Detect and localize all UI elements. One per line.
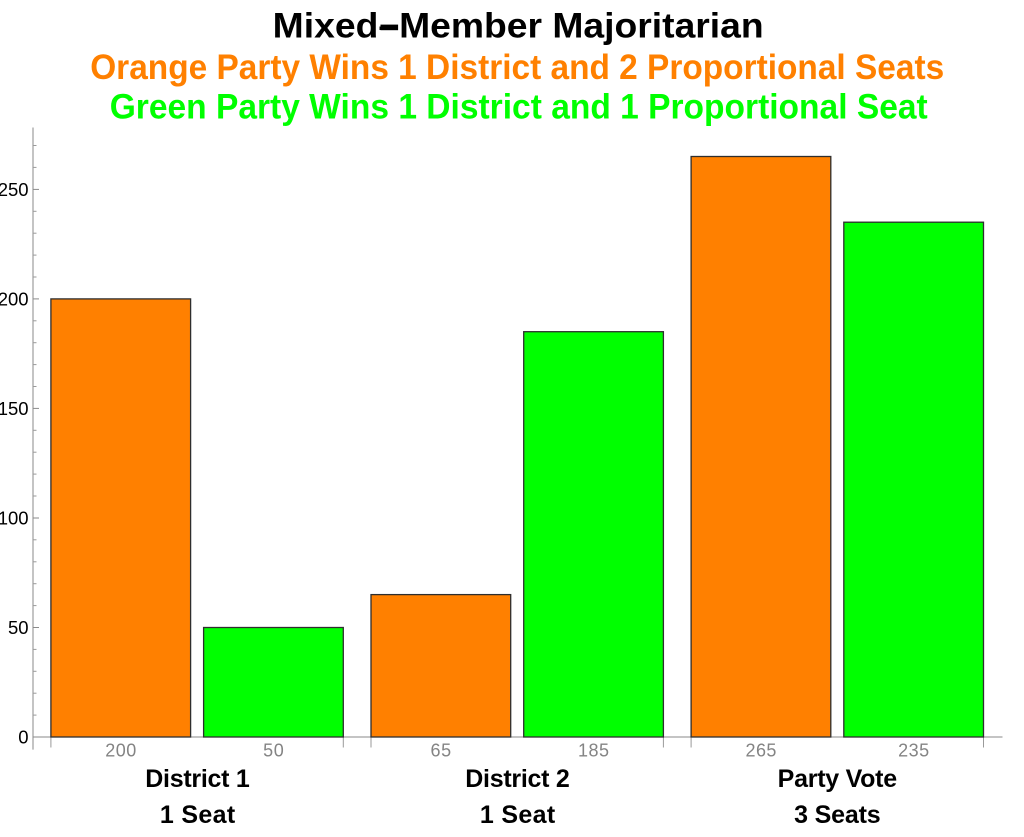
svg-text:150: 150 xyxy=(0,398,29,419)
svg-text:Mixed–Member Majoritarian: Mixed–Member Majoritarian xyxy=(273,6,764,46)
svg-text:250: 250 xyxy=(0,179,29,200)
svg-text:Green Party Wins 1 District an: Green Party Wins 1 District and 1 Propor… xyxy=(110,87,928,127)
svg-text:District 1: District 1 xyxy=(145,765,250,793)
svg-text:65: 65 xyxy=(431,740,452,760)
svg-text:District 2: District 2 xyxy=(465,765,570,793)
svg-text:1 Seat: 1 Seat xyxy=(160,801,236,829)
svg-text:Orange Party Wins 1 District a: Orange Party Wins 1 District and 2 Propo… xyxy=(90,47,944,87)
svg-text:50: 50 xyxy=(263,740,284,760)
svg-text:0: 0 xyxy=(18,726,28,747)
svg-text:1 Seat: 1 Seat xyxy=(480,801,556,829)
svg-text:100: 100 xyxy=(0,507,29,528)
svg-text:200: 200 xyxy=(105,740,136,760)
svg-text:50: 50 xyxy=(8,617,29,638)
svg-text:200: 200 xyxy=(0,288,29,309)
svg-text:3 Seats: 3 Seats xyxy=(794,801,881,829)
svg-text:265: 265 xyxy=(745,740,776,760)
svg-text:Party Vote: Party Vote xyxy=(778,765,898,793)
svg-text:235: 235 xyxy=(898,740,929,760)
svg-text:185: 185 xyxy=(578,740,609,760)
